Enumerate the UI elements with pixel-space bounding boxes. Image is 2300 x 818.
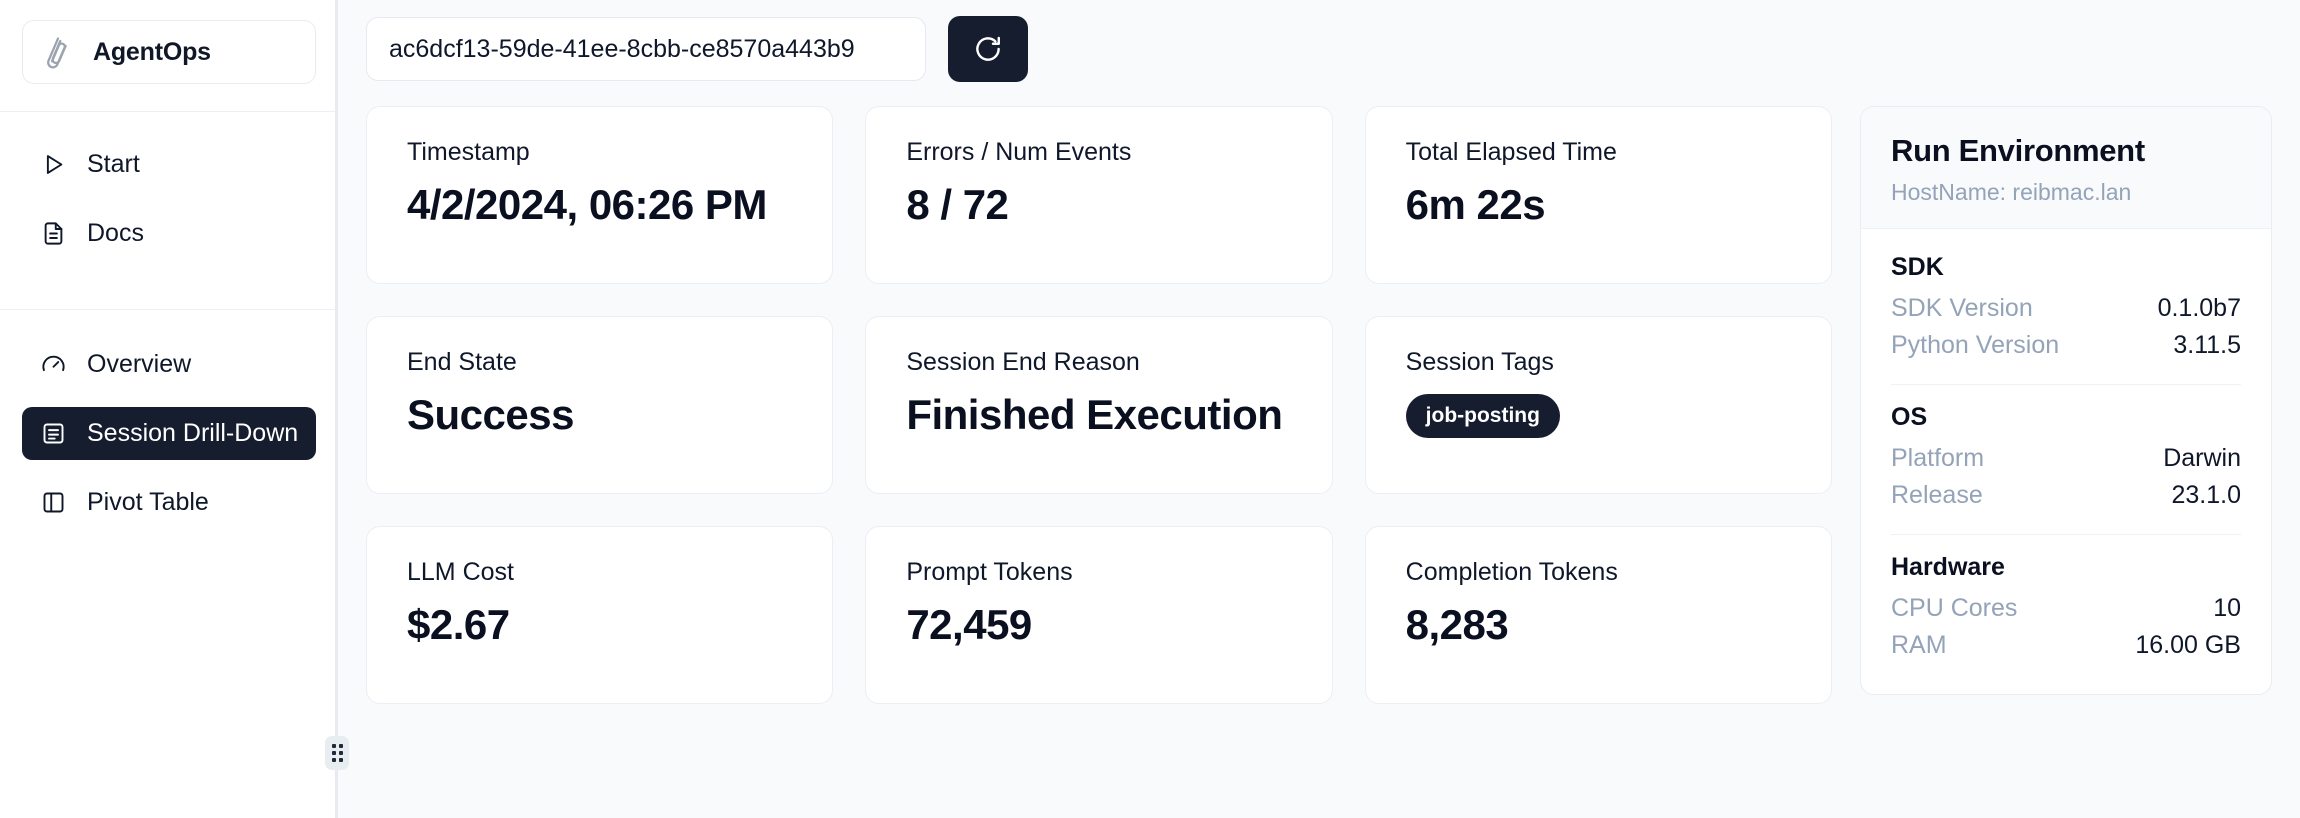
sidebar-resize-grip[interactable] xyxy=(325,736,349,770)
env-row: Platform Darwin xyxy=(1891,440,2241,477)
metric-card-llm-cost: LLM Cost $2.67 xyxy=(366,526,834,704)
env-key: Platform xyxy=(1891,444,1985,472)
brand-name: AgentOps xyxy=(93,37,211,66)
metric-card-session-end-reason: Session End Reason Finished Execution xyxy=(865,316,1333,494)
metric-value: 8,283 xyxy=(1405,601,1509,649)
env-section-hardware: Hardware CPU Cores 10 RAM 16.00 GB xyxy=(1891,553,2241,664)
sidebar-item-label: Pivot Table xyxy=(87,488,209,516)
env-key: CPU Cores xyxy=(1891,594,2018,622)
env-section-title: SDK xyxy=(1891,253,1944,281)
sidebar-item-label: Start xyxy=(87,150,140,178)
status-badge[interactable]: job-posting xyxy=(1405,394,1560,439)
sidebar-item-label: Docs xyxy=(87,219,144,247)
env-row: RAM 16.00 GB xyxy=(1891,627,2241,664)
columns-layout-icon xyxy=(40,489,67,516)
env-value: 23.1.0 xyxy=(2171,481,2241,509)
metric-cards-area: Timestamp 4/2/2024, 06:26 PM Errors / Nu… xyxy=(366,106,1832,736)
list-panel-icon xyxy=(40,420,67,447)
env-divider xyxy=(1891,384,2241,385)
metric-label: Total Elapsed Time xyxy=(1405,138,1617,166)
env-row: Python Version 3.11.5 xyxy=(1891,327,2241,364)
content-columns: Timestamp 4/2/2024, 06:26 PM Errors / Nu… xyxy=(366,106,2272,736)
brand-wrap: AgentOps xyxy=(0,0,338,84)
sidebar: AgentOps Start Docs xyxy=(0,0,349,818)
refresh-button[interactable] xyxy=(948,16,1028,82)
metric-value: 8 / 72 xyxy=(906,181,1009,229)
metric-value: Finished Execution xyxy=(906,391,1283,439)
paperclip-logo-icon xyxy=(41,35,75,69)
env-value: Darwin xyxy=(2163,444,2241,472)
env-key: Python Version xyxy=(1891,331,2060,359)
metric-card-prompt-tokens: Prompt Tokens 72,459 xyxy=(865,526,1333,704)
env-value: 10 xyxy=(2213,594,2241,622)
env-key: SDK Version xyxy=(1891,294,2033,322)
env-section-title: Hardware xyxy=(1891,553,2005,581)
env-value: 16.00 GB xyxy=(2135,631,2241,659)
env-key: Release xyxy=(1891,481,1983,509)
metric-row-3: LLM Cost $2.67 Prompt Tokens 72,459 Comp… xyxy=(366,526,1832,704)
metric-card-timestamp: Timestamp 4/2/2024, 06:26 PM xyxy=(366,106,834,284)
env-section-os: OS Platform Darwin Release 23.1.0 xyxy=(1891,403,2241,514)
nav-group-secondary: Overview Session Drill-Down Pivot Tab xyxy=(0,310,338,551)
metric-label: Completion Tokens xyxy=(1405,558,1618,586)
main-content: Timestamp 4/2/2024, 06:26 PM Errors / Nu… xyxy=(338,0,2300,818)
sidebar-divider-2 xyxy=(0,309,338,310)
refresh-icon xyxy=(971,32,1005,66)
run-environment-panel: Run Environment HostName: reibmac.lan SD… xyxy=(1860,106,2272,695)
page-title: Run Environment xyxy=(1891,133,2145,168)
sidebar-item-overview[interactable]: Overview xyxy=(22,338,316,391)
play-triangle-icon xyxy=(40,151,67,178)
nav-group-primary: Start Docs xyxy=(0,112,338,282)
metric-label: LLM Cost xyxy=(407,558,514,586)
metric-card-session-tags: Session Tags job-posting xyxy=(1364,316,1832,494)
metric-label: Session End Reason xyxy=(906,348,1140,376)
metric-value: 72,459 xyxy=(906,601,1032,649)
env-key: RAM xyxy=(1891,631,1947,659)
sidebar-item-label: Overview xyxy=(87,350,192,378)
metric-label: Session Tags xyxy=(1405,348,1554,376)
env-value: 3.11.5 xyxy=(2173,331,2241,359)
metric-value: 6m 22s xyxy=(1405,181,1546,229)
env-row: SDK Version 0.1.0b7 xyxy=(1891,290,2241,327)
document-text-icon xyxy=(40,220,67,247)
sidebar-item-docs[interactable]: Docs xyxy=(22,207,316,260)
sidebar-item-session-drill-down[interactable]: Session Drill-Down xyxy=(22,407,316,460)
hostname-label: HostName: reibmac.lan xyxy=(1891,179,2132,205)
metric-value: 4/2/2024, 06:26 PM xyxy=(407,181,767,229)
metric-label: End State xyxy=(407,348,517,376)
topbar xyxy=(366,16,2272,82)
run-environment-body: SDK SDK Version 0.1.0b7 Python Version 3… xyxy=(1861,229,2271,694)
sidebar-item-label: Session Drill-Down xyxy=(87,419,299,447)
metric-value: $2.67 xyxy=(407,601,510,649)
sidebar-divider-1 xyxy=(0,111,338,112)
metric-card-total-elapsed-time: Total Elapsed Time 6m 22s xyxy=(1364,106,1832,284)
env-section-sdk: SDK SDK Version 0.1.0b7 Python Version 3… xyxy=(1891,253,2241,364)
metric-row-1: Timestamp 4/2/2024, 06:26 PM Errors / Nu… xyxy=(366,106,1832,284)
metric-value: Success xyxy=(407,391,574,439)
sidebar-item-pivot-table[interactable]: Pivot Table xyxy=(22,476,316,529)
metric-card-errors-num-events: Errors / Num Events 8 / 72 xyxy=(865,106,1333,284)
env-divider xyxy=(1891,534,2241,535)
metric-card-end-state: End State Success xyxy=(366,316,834,494)
env-row: CPU Cores 10 xyxy=(1891,590,2241,627)
metric-label: Prompt Tokens xyxy=(906,558,1073,586)
gauge-icon xyxy=(40,351,67,378)
env-value: 0.1.0b7 xyxy=(2157,294,2241,322)
grip-dots-icon xyxy=(331,744,343,762)
run-environment-header: Run Environment HostName: reibmac.lan xyxy=(1861,107,2271,229)
sidebar-resizer[interactable] xyxy=(325,0,349,818)
session-id-input[interactable] xyxy=(366,17,926,81)
session-tag-list: job-posting xyxy=(1405,394,1791,439)
metric-label: Timestamp xyxy=(407,138,530,166)
metric-card-completion-tokens: Completion Tokens 8,283 xyxy=(1364,526,1832,704)
env-section-title: OS xyxy=(1891,403,1928,431)
metric-row-2: End State Success Session End Reason Fin… xyxy=(366,316,1832,494)
sidebar-item-start[interactable]: Start xyxy=(22,138,316,191)
brand-button[interactable]: AgentOps xyxy=(22,20,316,84)
metric-label: Errors / Num Events xyxy=(906,138,1132,166)
env-row: Release 23.1.0 xyxy=(1891,477,2241,514)
